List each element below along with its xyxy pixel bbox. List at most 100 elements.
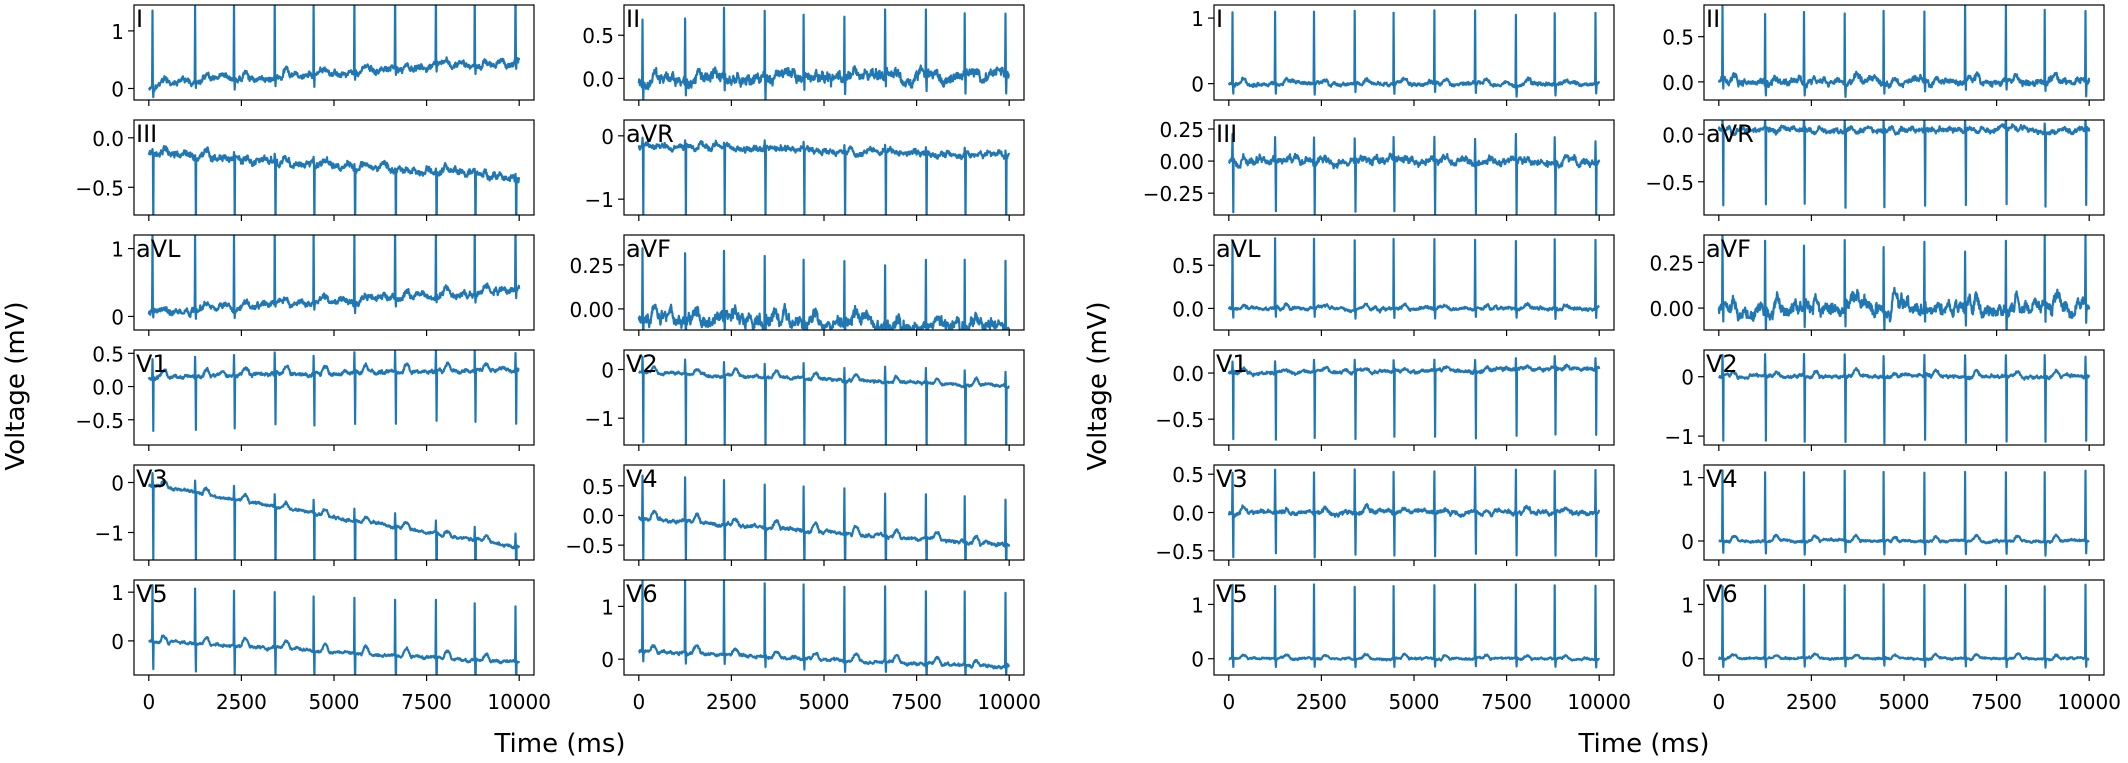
y-tick-label: 0.25 bbox=[1159, 118, 1204, 142]
subplot-left-avr: aVR −1 0 bbox=[585, 119, 1025, 221]
lead-label: V4 bbox=[1706, 465, 1738, 493]
y-tick-label: 0.25 bbox=[1649, 251, 1694, 275]
ecg-trace-avr bbox=[637, 136, 1011, 215]
subplot-right-v3: V3 −0.5 0.0 0.5 bbox=[1155, 463, 1615, 566]
y-tick-label: 0.25 bbox=[569, 254, 614, 278]
y-tick-label: 0 bbox=[1191, 648, 1204, 672]
y-tick-label: 0 bbox=[601, 125, 614, 149]
y-tick-label: −1 bbox=[585, 407, 614, 431]
y-tick-label: 0.0 bbox=[1172, 297, 1204, 321]
lead-label: I bbox=[136, 5, 143, 33]
ecg-trace-avf bbox=[1717, 235, 2091, 330]
y-tick-label: 0.5 bbox=[92, 342, 124, 366]
subplot-right-iii: III −0.25 0.00 0.25 bbox=[1143, 118, 1615, 221]
subplot-left-v5: V5 0 1 0 2500 5000 7500 10000 bbox=[111, 579, 551, 714]
y-tick-label: 0 bbox=[111, 630, 124, 654]
x-tick-label: 10000 bbox=[2057, 690, 2121, 714]
lead-label: V3 bbox=[136, 465, 168, 493]
y-tick-label: −0.5 bbox=[75, 176, 124, 200]
subplot-right-avr: aVR −0.5 0.0 bbox=[1645, 119, 2105, 221]
y-tick-label: 0.00 bbox=[1649, 297, 1694, 321]
x-tick-label: 5000 bbox=[1389, 690, 1440, 714]
y-tick-label: −1 bbox=[1665, 425, 1694, 449]
subplot-left-avl: aVL 0 1 bbox=[111, 234, 535, 336]
subplot-right-v5: V5 0 1 0 2500 5000 7500 10000 bbox=[1191, 579, 1631, 714]
ecg-trace-avl bbox=[1227, 237, 1600, 321]
y-tick-label: −0.5 bbox=[75, 409, 124, 433]
x-tick-label: 10000 bbox=[1567, 690, 1631, 714]
ecg-trace-iii bbox=[1228, 132, 1601, 215]
x-tick-label: 2500 bbox=[1786, 690, 1837, 714]
x-tick-label: 2500 bbox=[706, 690, 757, 714]
ecg-trace-ii bbox=[1717, 5, 2091, 98]
lead-label: aVR bbox=[626, 120, 674, 148]
x-tick-label: 7500 bbox=[401, 690, 452, 714]
subplot-left-iii: III −0.5 0.0 bbox=[75, 119, 535, 221]
ecg-trace-avr bbox=[1717, 120, 2091, 209]
subplot-right-i: I 0 1 bbox=[1191, 4, 1615, 106]
ecg-trace-v4 bbox=[1718, 469, 2090, 557]
ecg-trace-v6 bbox=[1717, 583, 2090, 669]
lead-label: aVF bbox=[626, 235, 671, 263]
lead-label: V3 bbox=[1216, 465, 1248, 493]
x-tick-label: 7500 bbox=[891, 690, 942, 714]
ecg-trace-v4 bbox=[637, 474, 1011, 560]
y-tick-label: −0.5 bbox=[1155, 408, 1204, 432]
lead-label: aVF bbox=[1706, 235, 1751, 263]
ecg-trace-v6 bbox=[638, 580, 1010, 675]
y-tick-label: −0.25 bbox=[1143, 182, 1204, 206]
y-tick-label: −1 bbox=[585, 188, 614, 212]
y-tick-label: 1 bbox=[111, 20, 124, 44]
x-tick-label: 7500 bbox=[1971, 690, 2022, 714]
ecg-trace-i bbox=[1227, 9, 1601, 98]
lead-label: V4 bbox=[626, 465, 658, 493]
x-tick-label: 5000 bbox=[1879, 690, 1930, 714]
y-tick-label: −1 bbox=[95, 522, 124, 546]
subplot-left-avf: aVF 0.00 0.25 bbox=[569, 234, 1025, 336]
lead-label: III bbox=[136, 120, 157, 148]
lead-label: II bbox=[626, 5, 640, 33]
lead-label: V1 bbox=[136, 350, 168, 378]
y-tick-label: 0 bbox=[1681, 648, 1694, 672]
subplot-right-v6: V6 0 1 0 2500 5000 7500 10000 bbox=[1681, 579, 2121, 714]
y-tick-label: 0 bbox=[1681, 530, 1694, 554]
y-tick-label: 0.0 bbox=[1172, 502, 1204, 526]
y-tick-label: 0.00 bbox=[1159, 150, 1204, 174]
lead-label: III bbox=[1216, 120, 1237, 148]
ecg-trace-ii bbox=[637, 6, 1010, 100]
y-tick-label: 0.0 bbox=[582, 67, 614, 91]
lead-label: V5 bbox=[136, 580, 168, 608]
y-tick-label: 0.0 bbox=[92, 376, 124, 400]
y-tick-label: 1 bbox=[1681, 467, 1694, 491]
x-tick-label: 2500 bbox=[216, 690, 267, 714]
subplot-left-i: I 0 1 bbox=[111, 4, 535, 106]
lead-label: aVR bbox=[1706, 120, 1754, 148]
x-tick-label: 0 bbox=[1222, 690, 1235, 714]
lead-label: aVL bbox=[136, 235, 181, 263]
lead-label: V6 bbox=[1706, 580, 1738, 608]
right-ylabel: Voltage (mV) bbox=[1083, 301, 1113, 470]
ecg-trace-v5 bbox=[148, 584, 521, 675]
x-tick-label: 10000 bbox=[977, 690, 1041, 714]
x-tick-label: 0 bbox=[632, 690, 645, 714]
lead-label: V2 bbox=[1706, 350, 1738, 378]
y-tick-label: 1 bbox=[111, 238, 124, 262]
lead-label: I bbox=[1216, 5, 1223, 33]
lead-label: II bbox=[1706, 5, 1720, 33]
ecg-trace-v2 bbox=[1717, 352, 2091, 445]
y-tick-label: 1 bbox=[601, 595, 614, 619]
left-xlabel: Time (ms) bbox=[493, 729, 625, 759]
y-tick-label: −0.5 bbox=[565, 534, 614, 558]
lead-label: V1 bbox=[1216, 350, 1248, 378]
x-tick-label: 5000 bbox=[799, 690, 850, 714]
subplot-right-v2: V2 −1 0 bbox=[1665, 349, 2105, 451]
y-tick-label: 0.0 bbox=[582, 504, 614, 528]
y-tick-label: 0.0 bbox=[92, 127, 124, 151]
y-tick-label: 0.5 bbox=[582, 475, 614, 499]
ecg-trace-v3 bbox=[148, 472, 521, 560]
x-tick-label: 0 bbox=[142, 690, 155, 714]
ecg-trace-i bbox=[148, 5, 521, 99]
lead-label: V6 bbox=[626, 580, 658, 608]
y-tick-label: 1 bbox=[1191, 7, 1204, 31]
